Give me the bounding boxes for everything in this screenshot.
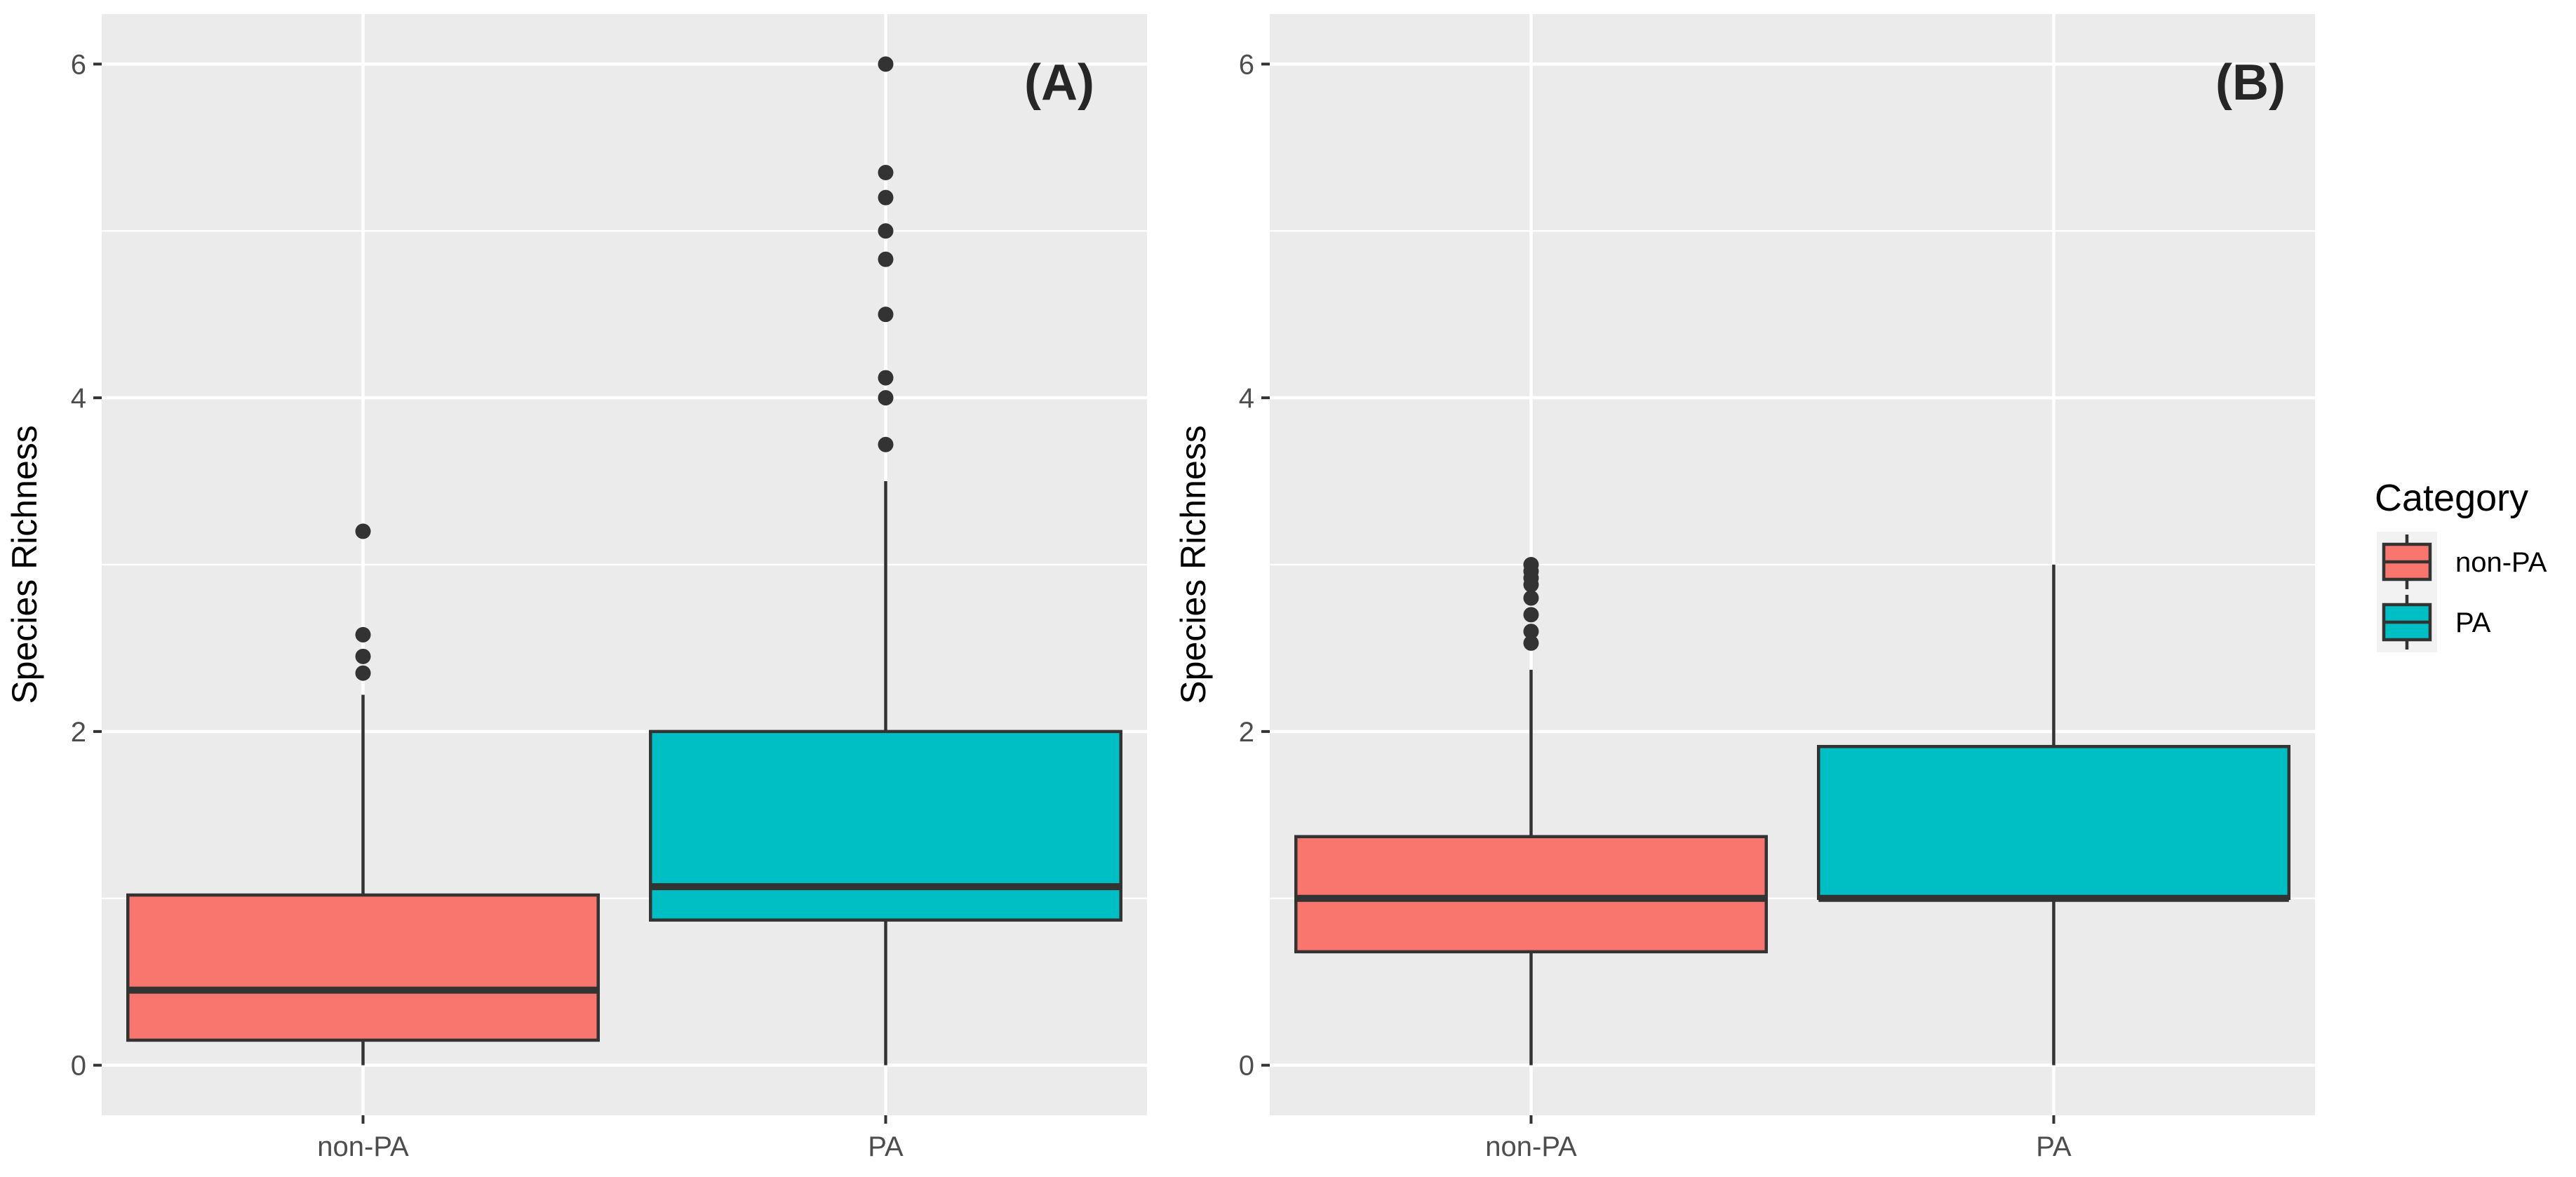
- box-pa: [1817, 565, 2290, 1065]
- y-tick-label: 2: [1239, 717, 1254, 748]
- chart-panel-2: 0 2 4 6 non-PA PA Species Richness (B): [1174, 14, 2315, 1162]
- y-axis-title: Species Richness: [5, 425, 44, 704]
- outlier-point: [878, 436, 894, 452]
- outlier-point: [878, 251, 894, 267]
- box-body: [126, 893, 600, 1042]
- outlier-point: [355, 523, 371, 539]
- y-axis-title: Species Richness: [1174, 425, 1213, 704]
- outlier-point: [878, 307, 894, 323]
- x-tick-label: PA: [868, 1131, 904, 1162]
- y-tick-label: 6: [71, 49, 86, 80]
- legend-label: PA: [2455, 607, 2491, 638]
- y-tick-label: 0: [1239, 1051, 1254, 1082]
- outlier-point: [355, 626, 371, 643]
- legend-title: Category: [2375, 477, 2528, 519]
- outlier-point: [1523, 607, 1539, 623]
- outlier-point: [878, 164, 894, 180]
- y-tick-label: 6: [1239, 49, 1254, 80]
- outlier-point: [878, 56, 894, 72]
- box-non-pa: [1294, 557, 1768, 1065]
- outlier-point: [1523, 624, 1539, 640]
- x-tick-label: PA: [2036, 1131, 2072, 1162]
- outlier-point: [878, 223, 894, 239]
- outlier-point: [1523, 557, 1539, 572]
- y-tick-label: 0: [71, 1051, 86, 1082]
- x-tick-label: non-PA: [1485, 1131, 1577, 1162]
- box-body: [1817, 745, 2290, 901]
- legend: Category non-PA PA: [2375, 477, 2547, 652]
- panel-tag: (A): [1024, 55, 1094, 111]
- y-tick-label: 4: [1239, 383, 1254, 414]
- outlier-point: [1523, 635, 1539, 651]
- outlier-point: [878, 370, 894, 386]
- outlier-point: [878, 189, 894, 206]
- box-pa: [649, 56, 1122, 1065]
- panel-tag: (B): [2215, 55, 2286, 111]
- outlier-point: [355, 648, 371, 664]
- outlier-point: [1523, 590, 1539, 606]
- x-tick-label: non-PA: [317, 1131, 409, 1162]
- box-body: [649, 729, 1122, 922]
- y-tick-label: 4: [71, 383, 86, 414]
- outlier-point: [878, 390, 894, 406]
- legend-entry-non-pa: non-PA: [2377, 532, 2547, 592]
- chart-panel-1: 0 2 4 6 non-PA PA Species Richness (A): [5, 14, 1147, 1162]
- outlier-point: [355, 665, 371, 681]
- y-tick-label: 2: [71, 717, 86, 748]
- box-non-pa: [126, 523, 600, 1065]
- legend-label: non-PA: [2455, 547, 2547, 578]
- legend-entry-pa: PA: [2377, 592, 2491, 652]
- box-body: [1294, 835, 1768, 954]
